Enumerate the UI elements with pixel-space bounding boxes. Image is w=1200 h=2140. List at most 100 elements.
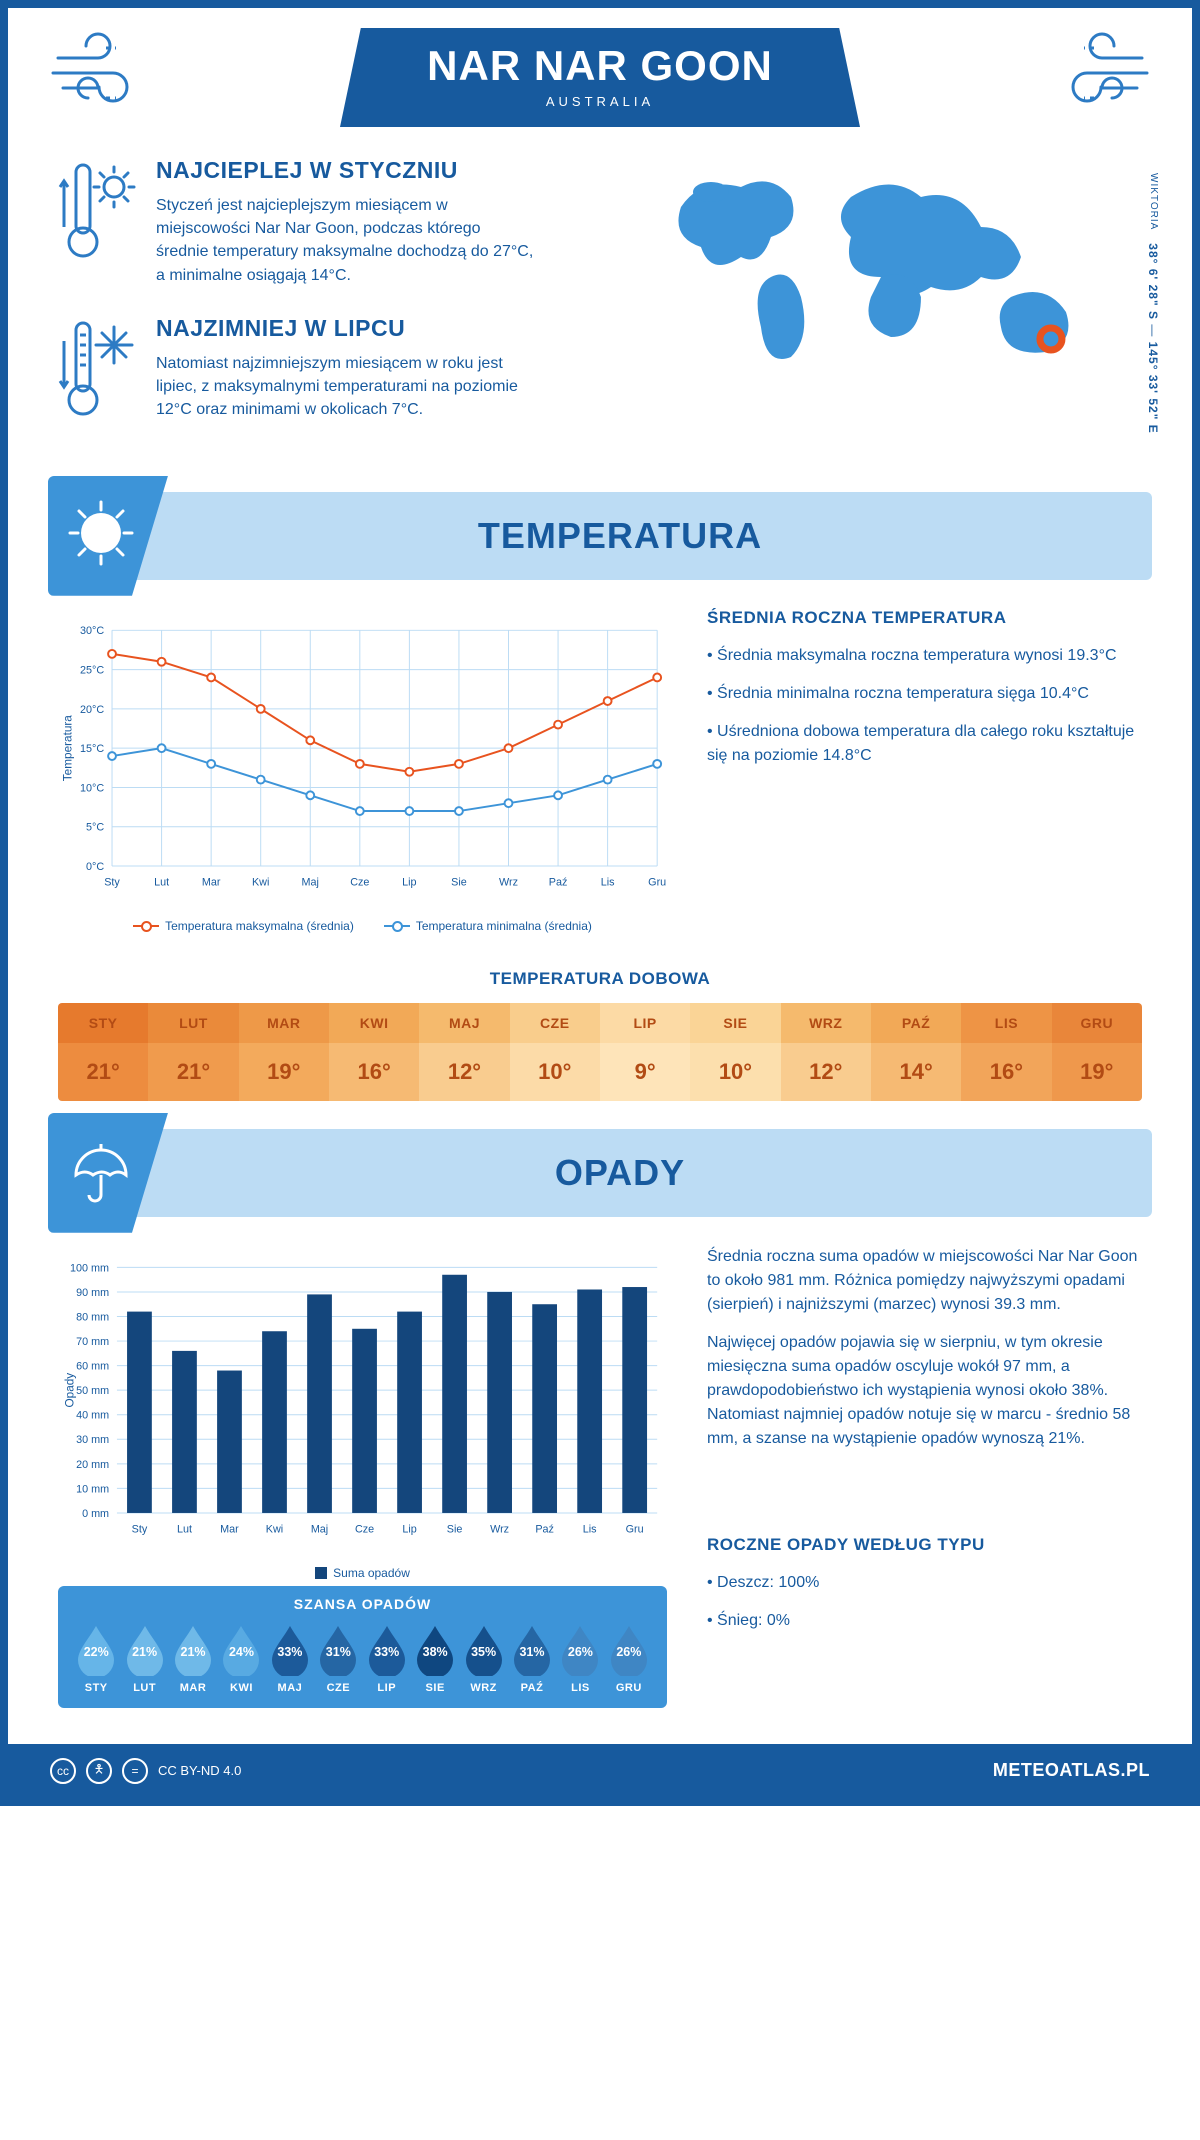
avg-temp-heading: ŚREDNIA ROCZNA TEMPERATURA: [707, 608, 1142, 628]
rain-type-line: • Śnieg: 0%: [707, 1609, 1142, 1633]
rain-chance-drop: 22% STY: [72, 1622, 120, 1694]
svg-text:Temperatura: Temperatura: [62, 714, 75, 781]
svg-text:20°C: 20°C: [80, 704, 104, 716]
coldest-text: Natomiast najzimniejszym miesiącem w rok…: [156, 352, 536, 422]
by-icon: 🯅: [86, 1758, 112, 1784]
header-row: NAR NAR GOON AUSTRALIA: [8, 8, 1192, 127]
svg-text:Cze: Cze: [355, 1523, 374, 1535]
hottest-heading: NAJCIEPLEJ W STYCZNIU: [156, 157, 536, 184]
rain-chance-drop: 21% MAR: [169, 1622, 217, 1694]
svg-text:Opady: Opady: [64, 1372, 77, 1407]
svg-text:80 mm: 80 mm: [76, 1311, 109, 1323]
umbrella-icon: [66, 1135, 136, 1205]
svg-text:100 mm: 100 mm: [70, 1262, 109, 1274]
temp-table-col: MAJ 12°: [419, 1003, 509, 1101]
svg-text:Lip: Lip: [402, 1523, 416, 1535]
temp-table-col: SIE 10°: [690, 1003, 780, 1101]
svg-text:15°C: 15°C: [80, 743, 104, 755]
svg-text:Cze: Cze: [350, 876, 369, 888]
coldest-block: NAJZIMNIEJ W LIPCU Natomiast najzimniejs…: [58, 315, 610, 430]
svg-text:Lis: Lis: [583, 1523, 597, 1535]
thermometer-cold-icon: [58, 315, 138, 425]
rain-chance-drop: 33% LIP: [363, 1622, 411, 1694]
wind-icon-left: [48, 28, 158, 118]
temp-table-col: WRZ 12°: [781, 1003, 871, 1101]
rain-legend: Suma opadów: [58, 1566, 667, 1580]
svg-text:Paź: Paź: [549, 876, 568, 888]
svg-text:Lip: Lip: [402, 876, 416, 888]
world-map: [640, 157, 1142, 387]
svg-text:5°C: 5°C: [86, 821, 104, 833]
temp-table-col: LUT 21°: [148, 1003, 238, 1101]
svg-text:Kwi: Kwi: [252, 876, 269, 888]
wind-icon-right: [1042, 28, 1152, 118]
temp-table-col: GRU 19°: [1052, 1003, 1142, 1101]
rain-type-heading: ROCZNE OPADY WEDŁUG TYPU: [707, 1535, 1142, 1555]
svg-text:25°C: 25°C: [80, 664, 104, 676]
hottest-text: Styczeń jest najcieplejszym miesiącem w …: [156, 194, 536, 287]
daily-temp-table: STY 21°LUT 21°MAR 19°KWI 16°MAJ 12°CZE 1…: [58, 1003, 1142, 1101]
svg-text:90 mm: 90 mm: [76, 1287, 109, 1299]
sun-icon: [66, 498, 136, 568]
rain-chance-drop: 31% PAŹ: [508, 1622, 556, 1694]
svg-text:10°C: 10°C: [80, 782, 104, 794]
rain-title: OPADY: [168, 1152, 1152, 1194]
nd-icon: =: [122, 1758, 148, 1784]
svg-text:Sty: Sty: [104, 876, 120, 888]
temp-table-col: MAR 19°: [239, 1003, 329, 1101]
location-subtitle: AUSTRALIA: [420, 94, 780, 109]
svg-text:Maj: Maj: [311, 1523, 328, 1535]
svg-text:30°C: 30°C: [80, 625, 104, 637]
footer: cc 🯅 = CC BY-ND 4.0 METEOATLAS.PL: [8, 1744, 1192, 1798]
title-banner: NAR NAR GOON AUSTRALIA: [340, 28, 860, 127]
svg-text:Sie: Sie: [451, 876, 467, 888]
svg-text:40 mm: 40 mm: [76, 1409, 109, 1421]
cc-icon: cc: [50, 1758, 76, 1784]
svg-text:Wrz: Wrz: [490, 1523, 509, 1535]
rain-text: Średnia roczna suma opadów w miejscowośc…: [707, 1245, 1142, 1317]
hottest-block: NAJCIEPLEJ W STYCZNIU Styczeń jest najci…: [58, 157, 610, 287]
svg-text:Lis: Lis: [601, 876, 615, 888]
svg-text:Lut: Lut: [154, 876, 169, 888]
license-text: CC BY-ND 4.0: [158, 1763, 241, 1778]
rain-chance-title: SZANSA OPADÓW: [72, 1596, 653, 1612]
svg-text:60 mm: 60 mm: [76, 1360, 109, 1372]
rain-text: Najwięcej opadów pojawia się w sierpniu,…: [707, 1331, 1142, 1451]
temperature-title: TEMPERATURA: [168, 515, 1152, 557]
svg-text:Wrz: Wrz: [499, 876, 518, 888]
temp-table-col: LIP 9°: [600, 1003, 690, 1101]
temperature-band: TEMPERATURA: [48, 492, 1152, 580]
rain-chance-drop: 33% MAJ: [266, 1622, 314, 1694]
svg-text:Mar: Mar: [202, 876, 221, 888]
thermometer-hot-icon: [58, 157, 138, 267]
svg-text:Paź: Paź: [535, 1523, 554, 1535]
temp-table-col: LIS 16°: [961, 1003, 1051, 1101]
daily-temp-title: TEMPERATURA DOBOWA: [8, 969, 1192, 989]
svg-text:70 mm: 70 mm: [76, 1336, 109, 1348]
rain-type-line: • Deszcz: 100%: [707, 1571, 1142, 1595]
coldest-heading: NAJZIMNIEJ W LIPCU: [156, 315, 536, 342]
rain-bar-chart: 0 mm10 mm20 mm30 mm40 mm50 mm60 mm70 mm8…: [58, 1245, 667, 1555]
svg-text:Gru: Gru: [626, 1523, 644, 1535]
rain-chance-drop: 38% SIE: [411, 1622, 459, 1694]
rain-band: OPADY: [48, 1129, 1152, 1217]
temperature-line-chart: 0°C5°C10°C15°C20°C25°C30°CStyLutMarKwiMa…: [58, 608, 667, 908]
temp-table-col: CZE 10°: [510, 1003, 600, 1101]
svg-text:Gru: Gru: [648, 876, 666, 888]
svg-text:Sie: Sie: [447, 1523, 463, 1535]
rain-chance-drop: 31% CZE: [314, 1622, 362, 1694]
rain-chance-drop: 26% LIS: [556, 1622, 604, 1694]
svg-text:10 mm: 10 mm: [76, 1483, 109, 1495]
temp-table-col: PAŹ 14°: [871, 1003, 961, 1101]
svg-text:20 mm: 20 mm: [76, 1459, 109, 1471]
location-title: NAR NAR GOON: [420, 42, 780, 90]
svg-text:0°C: 0°C: [86, 861, 104, 873]
avg-temp-bullet: • Średnia minimalna roczna temperatura s…: [707, 682, 1142, 706]
svg-text:Lut: Lut: [177, 1523, 192, 1535]
rain-chance-drop: 24% KWI: [217, 1622, 265, 1694]
avg-temp-bullet: • Średnia maksymalna roczna temperatura …: [707, 644, 1142, 668]
rain-chance-drop: 21% LUT: [120, 1622, 168, 1694]
svg-text:30 mm: 30 mm: [76, 1434, 109, 1446]
temp-table-col: KWI 16°: [329, 1003, 419, 1101]
svg-text:Sty: Sty: [132, 1523, 148, 1535]
